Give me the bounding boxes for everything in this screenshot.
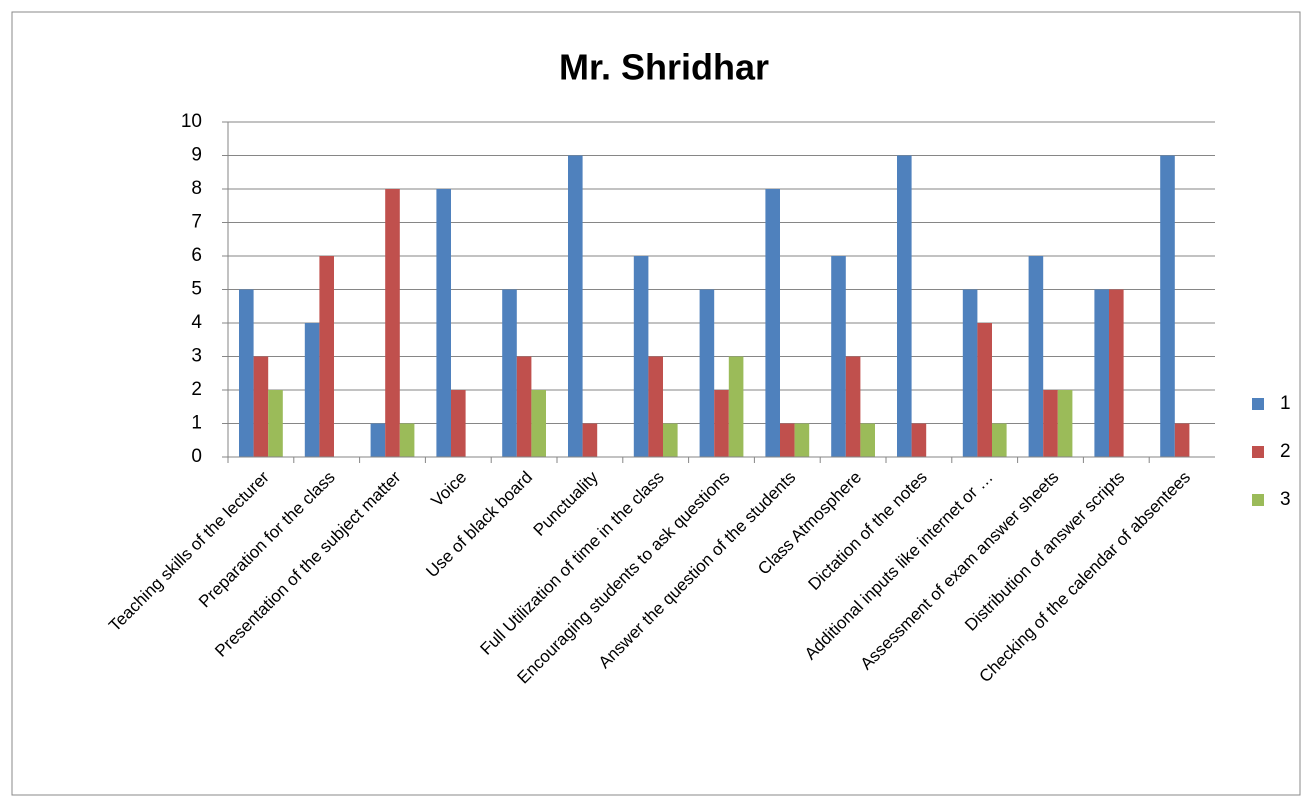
- y-tick-label: 8: [191, 178, 202, 199]
- legend-swatch: [1252, 398, 1264, 410]
- bar: [385, 189, 400, 457]
- bar: [239, 289, 254, 457]
- bar: [794, 423, 810, 457]
- bar: [304, 323, 320, 457]
- bar: [911, 423, 927, 457]
- bar: [977, 323, 992, 457]
- bar: [714, 390, 729, 457]
- bar: [765, 189, 780, 457]
- bar: [633, 256, 649, 457]
- bar: [860, 423, 875, 457]
- y-tick-label: 4: [191, 312, 202, 333]
- bar: [582, 423, 598, 457]
- bar: [502, 289, 517, 457]
- y-tick-label: 2: [191, 379, 202, 400]
- legend-label: 2: [1280, 441, 1291, 462]
- bar: [268, 390, 283, 457]
- bar: [897, 155, 912, 457]
- bar: [451, 390, 466, 457]
- legend-swatch: [1252, 494, 1264, 506]
- bar: [831, 256, 846, 457]
- bar: [780, 423, 795, 457]
- y-tick-label: 7: [191, 212, 202, 233]
- bar: [728, 356, 744, 457]
- bar: [568, 155, 583, 457]
- y-tick-label: 10: [181, 111, 202, 132]
- bar: [962, 289, 978, 457]
- bar: [1174, 423, 1190, 457]
- bar: [1043, 390, 1058, 457]
- bar: [648, 356, 663, 457]
- y-tick-label: 6: [191, 245, 202, 266]
- bar: [531, 390, 546, 457]
- legend-swatch: [1252, 446, 1264, 458]
- bar: [663, 423, 678, 457]
- bar: [370, 423, 386, 457]
- legend-label: 3: [1280, 489, 1291, 510]
- bar: [1109, 289, 1124, 457]
- y-tick-label: 0: [191, 446, 202, 467]
- bar: [436, 189, 451, 457]
- bar: [1094, 289, 1109, 457]
- bar: [1160, 155, 1175, 457]
- legend-label: 1: [1280, 393, 1291, 414]
- bar: [253, 356, 269, 457]
- bar: [992, 423, 1007, 457]
- y-tick-label: 9: [191, 145, 202, 166]
- bar: [399, 423, 415, 457]
- bar: [516, 356, 532, 457]
- bar: [845, 356, 861, 457]
- y-tick-label: 3: [191, 346, 202, 367]
- bar: [1057, 390, 1073, 457]
- bar: [1028, 256, 1044, 457]
- y-tick-label: 5: [191, 279, 202, 300]
- bar: [699, 289, 715, 457]
- y-tick-label: 1: [191, 413, 202, 434]
- chart-title: Mr. Shridhar: [559, 47, 769, 88]
- bar: [319, 256, 334, 457]
